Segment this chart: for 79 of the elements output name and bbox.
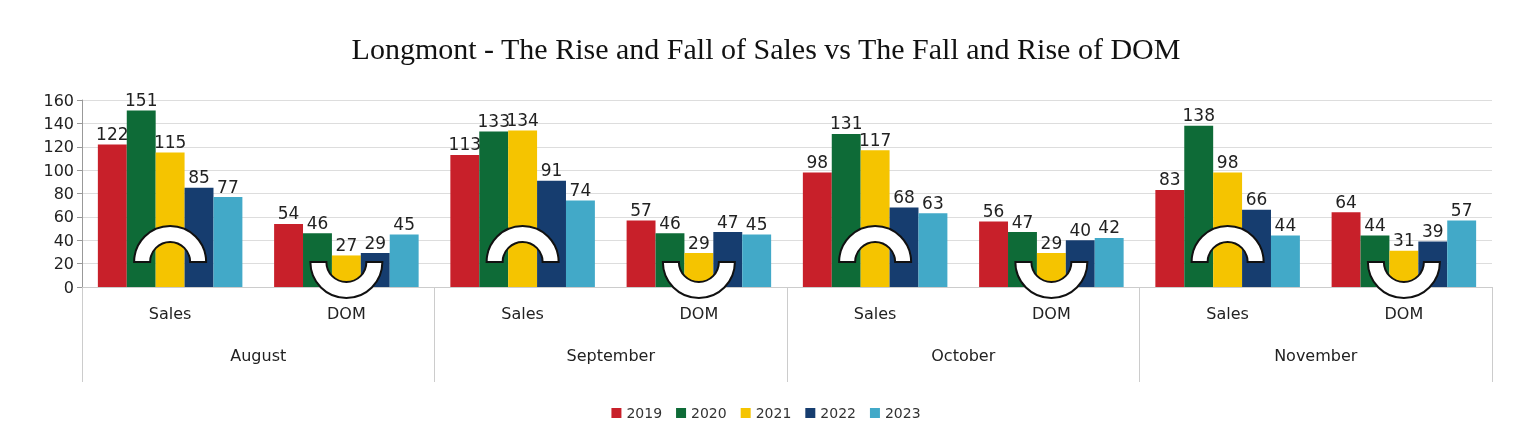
bar	[450, 154, 480, 287]
data-label: 98	[1216, 151, 1239, 172]
bar	[1155, 189, 1185, 287]
data-label: 44	[1364, 215, 1386, 236]
data-label: 138	[1182, 105, 1215, 126]
chart-title: Longmont - The Rise and Fall of Sales vs The Fall and Rise of DOM	[351, 31, 1181, 65]
data-label: 45	[393, 213, 416, 234]
data-label: 27	[335, 234, 358, 255]
legend-label: 2023	[884, 405, 921, 421]
y-tick-label: 0	[63, 277, 74, 297]
data-label: 83	[1158, 169, 1181, 190]
data-label: 45	[745, 213, 768, 234]
data-label: 29	[1040, 232, 1063, 253]
y-tick-label: 80	[53, 184, 74, 203]
text: September	[566, 345, 656, 365]
data-label: 31	[1393, 230, 1415, 251]
data-label: 64	[1335, 191, 1357, 212]
data-label: 151	[124, 90, 158, 111]
y-tick-label: 60	[53, 207, 74, 227]
data-label: 42	[1098, 217, 1121, 238]
y-tick-label: 20	[53, 254, 74, 274]
data-label: 44	[1274, 215, 1297, 236]
x-tick-label: DOM	[1032, 303, 1071, 323]
y-tick-label: 120	[43, 137, 74, 157]
text: October	[931, 345, 996, 365]
data-label: 115	[153, 132, 187, 153]
legend-label: 2022	[820, 405, 856, 421]
bar	[1331, 212, 1361, 287]
data-label: 39	[1421, 220, 1444, 241]
data-label: 133	[477, 111, 510, 132]
x-tick-label: DOM	[1384, 303, 1424, 323]
data-label: 29	[364, 232, 387, 253]
data-label: 77	[217, 176, 239, 197]
x-tick-label: Sales	[148, 303, 192, 323]
legend-label: 2021	[755, 405, 792, 421]
data-label: 91	[540, 160, 563, 181]
x-tick-label: DOM	[327, 303, 366, 323]
data-label: 29	[688, 232, 710, 253]
data-label: 98	[806, 151, 829, 172]
data-label: 74	[569, 180, 592, 201]
data-label: 47	[716, 211, 739, 232]
bar	[1270, 235, 1300, 287]
data-label: 46	[306, 212, 329, 233]
data-label: 46	[659, 212, 681, 233]
data-label: 57	[1450, 199, 1473, 220]
bar	[1094, 237, 1124, 287]
bar	[626, 220, 656, 287]
bar	[979, 221, 1009, 287]
data-label: 54	[277, 203, 300, 224]
data-label: 85	[188, 167, 210, 188]
legend-label: 2020	[691, 405, 727, 421]
data-label: 47	[1011, 211, 1034, 232]
data-label: 68	[893, 187, 915, 208]
y-tick-label: 100	[43, 160, 74, 180]
bar	[802, 172, 832, 287]
bar	[274, 223, 304, 287]
data-label: 122	[96, 123, 129, 144]
x-tick-label: DOM	[679, 303, 719, 323]
bar	[918, 213, 948, 287]
y-tick-label: 160	[43, 90, 74, 110]
data-label: 40	[1069, 219, 1092, 240]
data-label: 57	[630, 199, 652, 220]
data-label: 63	[922, 192, 944, 213]
legend-label: 2019	[626, 405, 663, 421]
x-tick-label: Sales	[853, 303, 897, 323]
bar	[213, 197, 243, 287]
text: November	[1274, 345, 1358, 365]
bar	[742, 234, 772, 287]
bar	[565, 200, 595, 287]
bar	[1447, 220, 1477, 287]
y-tick-label: 140	[43, 113, 74, 133]
y-tick-label: 40	[53, 230, 74, 250]
x-tick-label: Sales	[501, 303, 544, 323]
bar	[389, 234, 419, 287]
data-label: 56	[982, 201, 1005, 222]
data-label: 66	[1245, 189, 1268, 210]
bar	[97, 144, 127, 287]
text: August	[230, 345, 287, 365]
x-tick-label: Sales	[1206, 303, 1249, 323]
